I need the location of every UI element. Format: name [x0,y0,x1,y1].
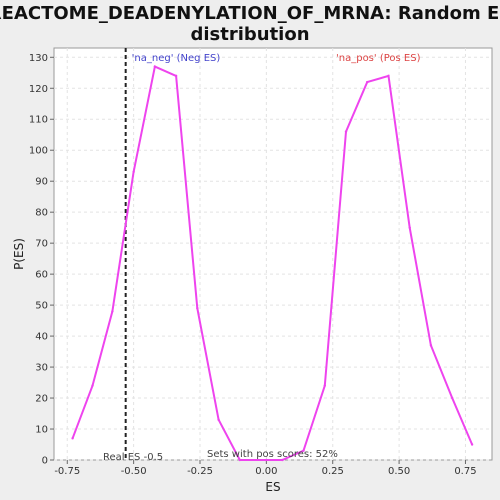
y-tick-label: 110 [29,115,48,126]
y-tick-label: 130 [29,53,48,64]
series-point [238,458,242,462]
x-tick-label: 0.50 [388,466,410,477]
series-line [71,65,474,461]
series-point [111,310,114,313]
y-axis-ticks: 0 10 20 30 40 50 60 70 80 90 100 110 120 130 [29,53,54,467]
legend-entry-pos: 'na_pos' (Pos ES) [336,53,421,64]
series-point [281,458,284,462]
x-axis-label: ES [265,480,280,494]
series-point [265,458,268,462]
series-point [366,80,369,84]
grid-lines [54,48,492,461]
y-tick-label: 50 [35,301,48,312]
y-axis-label: P(ES) [12,238,26,270]
series-point [91,384,94,387]
series-point [323,384,326,387]
x-tick-label: 0.00 [255,466,277,477]
series-point [470,443,474,446]
series-points [71,65,474,462]
plot-area [53,47,493,461]
y-tick-label: 60 [35,270,48,281]
x-tick-label: -0.75 [54,466,80,477]
series-point [302,449,305,452]
series-point [408,226,411,229]
x-tick-label: -0.25 [187,466,213,477]
pos-scores-label: Sets with pos scores: 52% [207,449,338,460]
y-tick-label: 90 [35,177,48,188]
y-tick-label: 0 [42,456,48,467]
y-tick-label: 20 [35,394,48,405]
series-point [174,74,178,78]
series-point [217,418,220,421]
x-tick-label: -0.50 [121,466,147,477]
series-point [132,170,135,174]
legend-entry-neg: 'na_neg' (Neg ES) [132,53,221,64]
real-es-label: Real ES -0.5 [103,452,163,463]
series-point [153,65,157,68]
series-point [71,437,74,440]
y-tick-label: 40 [35,332,48,343]
y-tick-label: 10 [35,425,48,436]
series-point [387,74,390,78]
chart-title-line-2: distribution [190,24,309,45]
chart-title-line-1: REACTOME_DEADENYLATION_OF_MRNA: Random E… [0,3,500,24]
series-point [344,130,348,133]
y-tick-label: 100 [29,146,48,157]
series-point [196,307,199,310]
y-tick-label: 30 [35,363,48,374]
y-tick-label: 70 [35,239,48,250]
y-tick-label: 120 [29,84,48,95]
series-point [450,396,454,400]
x-tick-label: 0.75 [454,466,476,477]
series-point [429,344,433,347]
y-tick-label: 80 [35,208,48,219]
x-tick-label: 0.25 [322,466,344,477]
